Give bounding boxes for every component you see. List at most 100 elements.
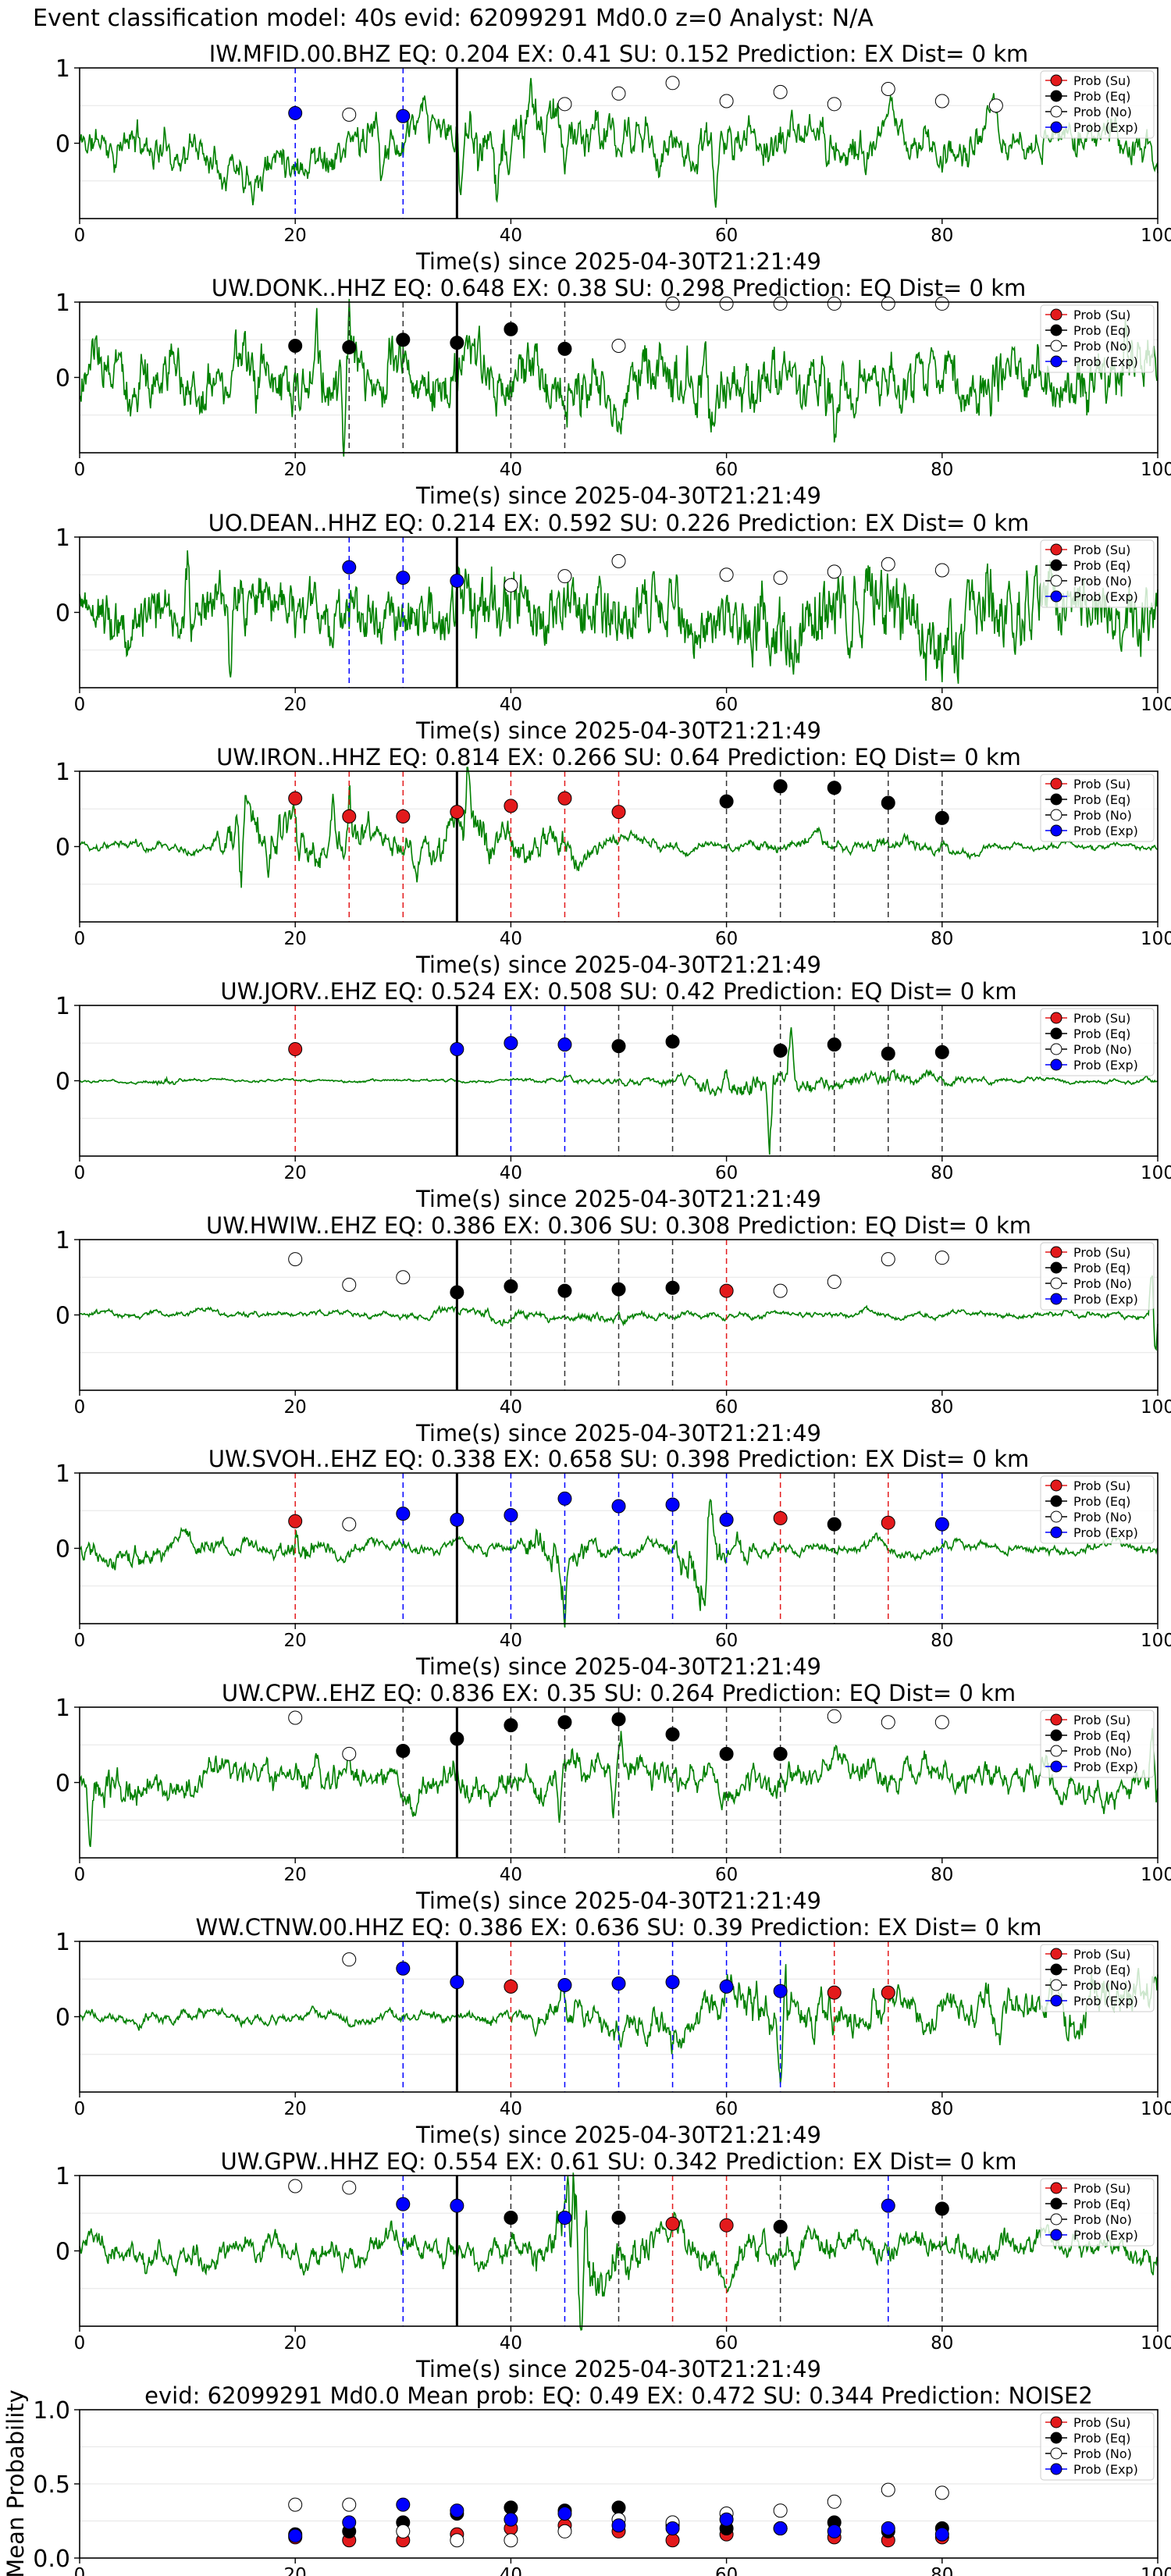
prob-point-exp — [881, 2521, 895, 2535]
legend-marker-eq — [1050, 793, 1062, 806]
y-tick-label: 1 — [55, 759, 70, 786]
x-tick-label: 80 — [931, 2099, 953, 2119]
prob-point-eq — [827, 781, 842, 795]
x-axis-label: Time(s) since 2025-04-30T21:21:49 — [415, 1186, 821, 1212]
legend-label-eq: Prob (Eq) — [1073, 1026, 1130, 1041]
prob-point-su — [450, 805, 464, 820]
prob-point-exp — [611, 2518, 626, 2533]
panel-title: UW.CPW..EHZ EQ: 0.836 EX: 0.35 SU: 0.264… — [222, 1680, 1016, 1706]
legend: Prob (Su)Prob (Eq)Prob (No)Prob (Exp) — [1040, 70, 1155, 139]
prob-point-no — [611, 338, 626, 353]
prob-point-su — [881, 1515, 895, 1530]
y-tick-label: 1 — [55, 525, 70, 552]
legend-marker-eq — [1050, 2197, 1062, 2210]
y-tick-label: 0 — [55, 2005, 70, 2032]
prob-point-exp — [934, 2527, 949, 2542]
x-tick-label: 0 — [74, 2333, 86, 2354]
prob-point-su — [881, 1985, 895, 2000]
x-tick-label: 100 — [1141, 226, 1171, 246]
legend-marker-su — [1050, 2416, 1062, 2428]
prob-point-no — [881, 2482, 895, 2497]
prob-point-no — [827, 296, 842, 311]
prob-point-exp — [396, 109, 411, 123]
prob-point-exp — [611, 1499, 626, 1514]
waveform-trace — [79, 1026, 1159, 1155]
prob-point-no — [773, 2503, 788, 2518]
legend-marker-exp — [1050, 355, 1062, 368]
prob-point-no — [504, 2533, 518, 2548]
x-tick-label: 60 — [715, 2099, 738, 2119]
panel-title: evid: 62099291 Md0.0 Mean prob: EQ: 0.49… — [144, 2382, 1093, 2409]
x-tick-label: 20 — [284, 929, 307, 949]
legend-marker-exp — [1050, 1526, 1062, 1539]
legend-box — [1040, 2412, 1155, 2481]
prob-point-no — [934, 296, 949, 311]
prob-point-eq — [450, 336, 464, 350]
prob-point-eq — [665, 1727, 680, 1742]
x-tick-label: 20 — [284, 2565, 307, 2576]
legend: Prob (Su)Prob (Eq)Prob (No)Prob (Exp) — [1040, 1710, 1155, 1778]
prob-point-no — [934, 1251, 949, 1265]
waveform-trace — [79, 550, 1159, 684]
prob-point-eq — [611, 1712, 626, 1727]
prob-point-eq — [827, 1037, 842, 1052]
legend-label-exp: Prob (Exp) — [1073, 1058, 1138, 1073]
legend-box — [1040, 1710, 1155, 1778]
legend-label-su: Prob (Su) — [1073, 73, 1130, 88]
legend-marker-su — [1050, 777, 1062, 790]
prob-point-exp — [881, 2198, 895, 2213]
x-tick-label: 80 — [931, 1631, 953, 1651]
waveform-trace — [79, 77, 1159, 208]
x-tick-label: 60 — [715, 1397, 738, 1418]
prob-point-exp — [557, 1491, 572, 1506]
prob-point-no — [342, 107, 357, 122]
legend-label-no: Prob (No) — [1073, 2446, 1132, 2461]
x-tick-label: 80 — [931, 2565, 953, 2576]
prob-point-eq — [504, 2211, 518, 2226]
x-tick-label: 60 — [715, 460, 738, 480]
prob-point-su — [504, 1979, 518, 1994]
legend-marker-exp — [1050, 1994, 1062, 2007]
prob-point-exp — [934, 1517, 949, 1532]
prob-point-no — [504, 578, 518, 592]
x-tick-label: 0 — [74, 1865, 86, 1885]
y-tick-label: 0.5 — [33, 2471, 70, 2499]
y-tick-label: 1 — [55, 1695, 70, 1722]
prob-point-eq — [665, 1034, 680, 1049]
legend-box — [1040, 2178, 1155, 2247]
prob-point-exp — [719, 2512, 734, 2527]
prob-point-no — [611, 553, 626, 568]
prob-point-su — [288, 1514, 303, 1528]
legend-marker-eq — [1050, 324, 1062, 336]
y-tick-label: 1 — [55, 2163, 70, 2190]
legend-label-no: Prob (No) — [1073, 339, 1132, 354]
x-axis-label: Time(s) since 2025-04-30T21:21:49 — [415, 2122, 821, 2148]
legend-marker-exp — [1050, 1059, 1062, 1071]
prob-point-eq — [557, 1715, 572, 1730]
prob-point-no — [665, 296, 680, 311]
legend-marker-eq — [1050, 1261, 1062, 1274]
x-tick-label: 80 — [931, 460, 953, 480]
prob-point-no — [665, 76, 680, 91]
legend-label-su: Prob (Su) — [1073, 1947, 1130, 1962]
legend-marker-eq — [1050, 1495, 1062, 1507]
prob-point-exp — [450, 573, 464, 588]
prob-point-no — [827, 97, 842, 112]
legend-marker-eq — [1050, 1729, 1062, 1742]
prob-point-su — [665, 2533, 680, 2548]
prob-point-eq — [773, 2219, 788, 2234]
prob-point-exp — [396, 1961, 411, 1976]
x-tick-label: 60 — [715, 695, 738, 715]
prob-point-exp — [665, 1497, 680, 1512]
prob-point-su — [665, 2216, 680, 2231]
prob-point-no — [719, 94, 734, 109]
prob-point-exp — [342, 2515, 357, 2530]
legend-label-exp: Prob (Exp) — [1073, 2462, 1138, 2477]
prob-point-eq — [881, 1046, 895, 1061]
prob-point-eq — [611, 1039, 626, 1054]
prob-point-su — [396, 809, 411, 824]
legend-box — [1040, 1242, 1155, 1311]
prob-point-eq — [611, 2211, 626, 2226]
